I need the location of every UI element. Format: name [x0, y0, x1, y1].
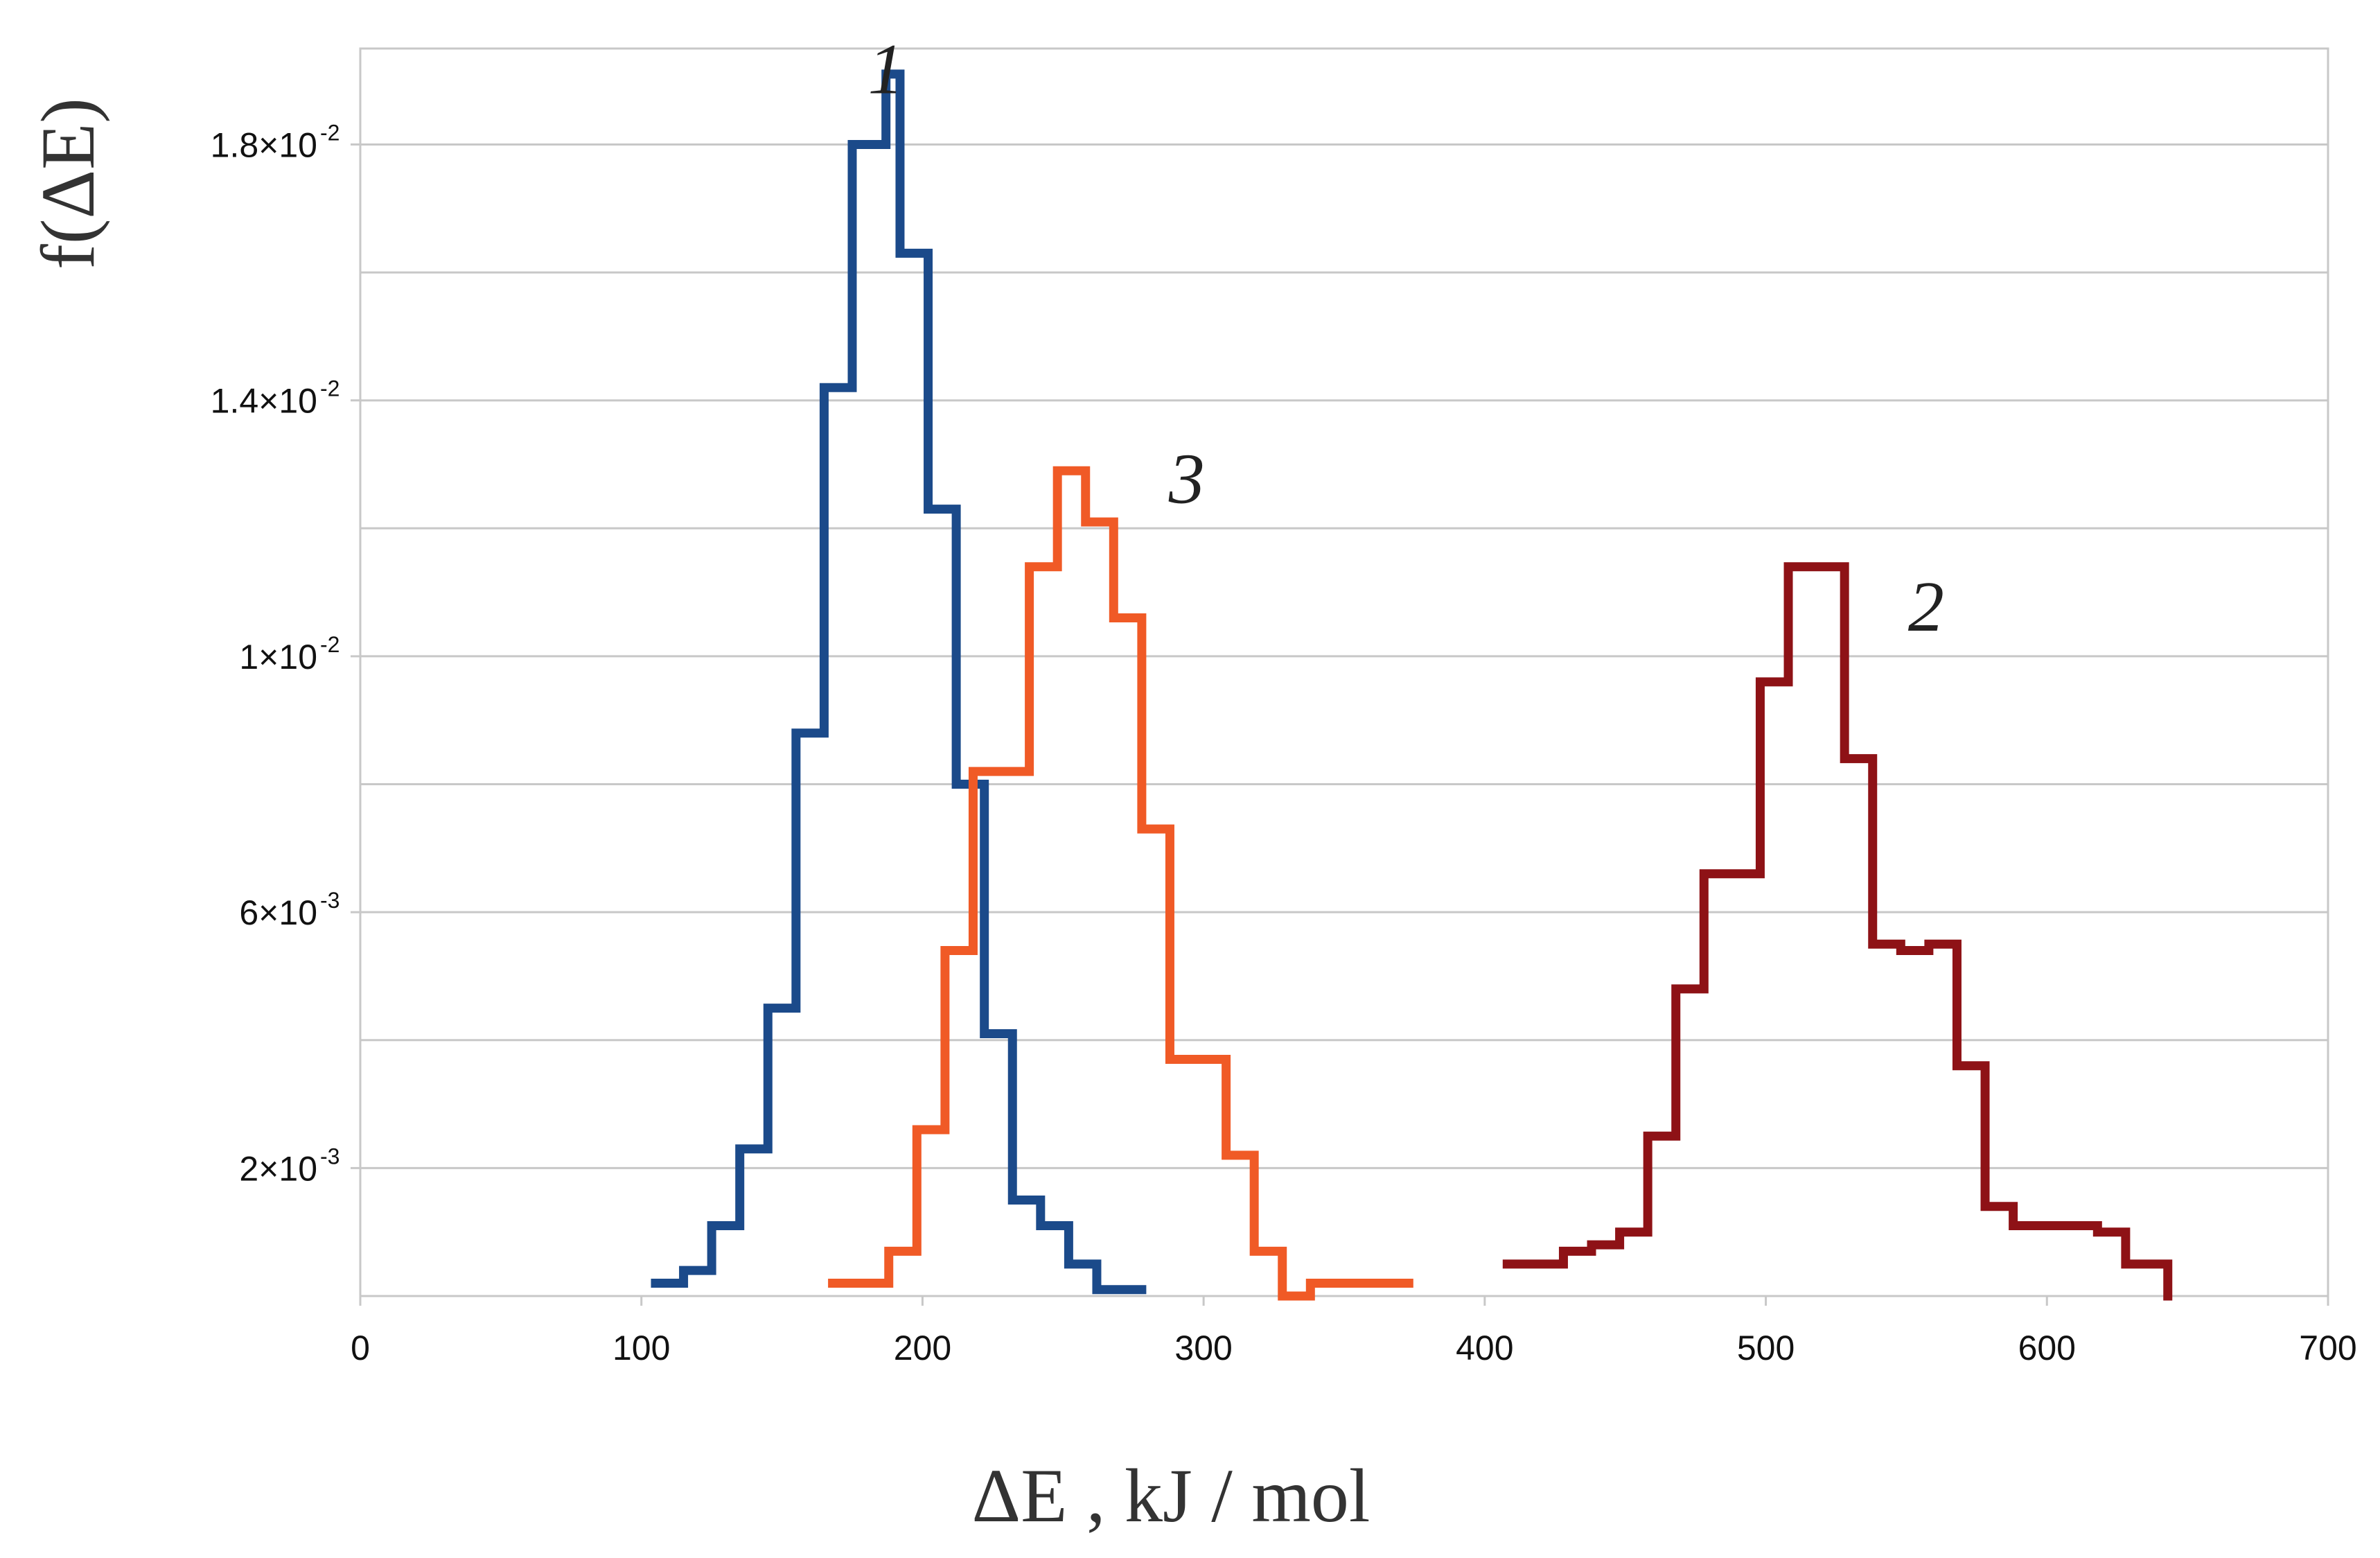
series-3-label: 3	[1168, 439, 1205, 518]
x-tick-label: 0	[351, 1329, 370, 1367]
x-axis-title: ΔE , kJ / mol	[972, 1453, 1370, 1538]
series-1-step-line	[651, 69, 1147, 1295]
y-tick-label: 2×10	[239, 1149, 317, 1188]
x-tick-label: 700	[2299, 1329, 2356, 1367]
grid-layer	[360, 143, 2328, 1169]
x-tick-label: 100	[612, 1329, 670, 1367]
series-labels: 1 3 2	[868, 30, 1944, 647]
y-tick-exponent: -3	[320, 1144, 340, 1168]
y-tick-exponent: -2	[320, 376, 340, 401]
x-tick-label: 600	[2018, 1329, 2076, 1367]
x-tick-label: 300	[1174, 1329, 1232, 1367]
series-2-label: 2	[1908, 567, 1944, 647]
y-axis-ticks: 2×10 -36×10 -31×10 -21.4×10 -21.8×10 -2	[211, 120, 360, 1188]
y-tick-mantissa: 2×10	[239, 1149, 317, 1188]
series-3-step-line	[828, 466, 1413, 1301]
series-1-label: 1	[868, 30, 904, 110]
y-tick-mantissa: 1.8×10	[211, 125, 317, 164]
y-tick-label: 6×10	[239, 893, 317, 932]
series-2-step-line	[1502, 562, 2173, 1301]
y-tick-label: 1.8×10	[211, 125, 317, 164]
y-axis-title: f(ΔE)	[26, 98, 110, 270]
plot-frame	[359, 47, 2329, 1297]
y-tick-exponent: -2	[320, 120, 340, 145]
x-tick-label: 200	[894, 1329, 951, 1367]
x-tick-label: 400	[1456, 1329, 1513, 1367]
y-tick-label: 1×10	[239, 638, 317, 676]
y-tick-mantissa: 6×10	[239, 893, 317, 932]
x-axis-ticks: 0 100 200 300 400 500 600 700	[351, 1296, 2357, 1367]
y-tick-exponent: -2	[320, 632, 340, 657]
x-tick-label: 500	[1737, 1329, 1795, 1367]
y-tick-exponent: -3	[320, 888, 340, 913]
y-tick-mantissa: 1×10	[239, 638, 317, 676]
series-layer	[651, 69, 2173, 1301]
y-tick-mantissa: 1.4×10	[211, 382, 317, 421]
y-tick-label: 1.4×10	[211, 382, 317, 421]
